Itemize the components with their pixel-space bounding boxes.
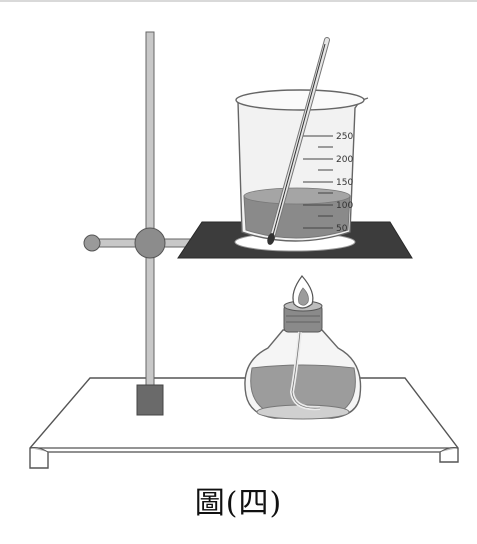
clamp-arm xyxy=(83,227,201,259)
scale-label-150: 150 xyxy=(336,178,353,188)
flame-icon xyxy=(292,275,314,309)
thermometer-bulb xyxy=(267,233,275,245)
rod-foot xyxy=(136,384,164,416)
beaker-scale xyxy=(303,135,333,229)
scale-label-50: 50 xyxy=(336,224,348,234)
ring-stand-rod xyxy=(136,31,164,416)
figure-caption: 圖(四) xyxy=(194,486,283,521)
stand-base xyxy=(29,377,459,469)
boss-head xyxy=(134,227,166,259)
scale-label-250: 250 xyxy=(336,132,353,142)
beaker: 250 200 150 100 50 xyxy=(235,89,369,242)
alcohol-lamp xyxy=(244,300,362,420)
thermometer xyxy=(267,37,330,245)
top-rule xyxy=(0,0,477,2)
scale-label-100: 100 xyxy=(336,201,353,211)
clamp-knob xyxy=(83,234,101,252)
scale-label-200: 200 xyxy=(336,155,353,165)
